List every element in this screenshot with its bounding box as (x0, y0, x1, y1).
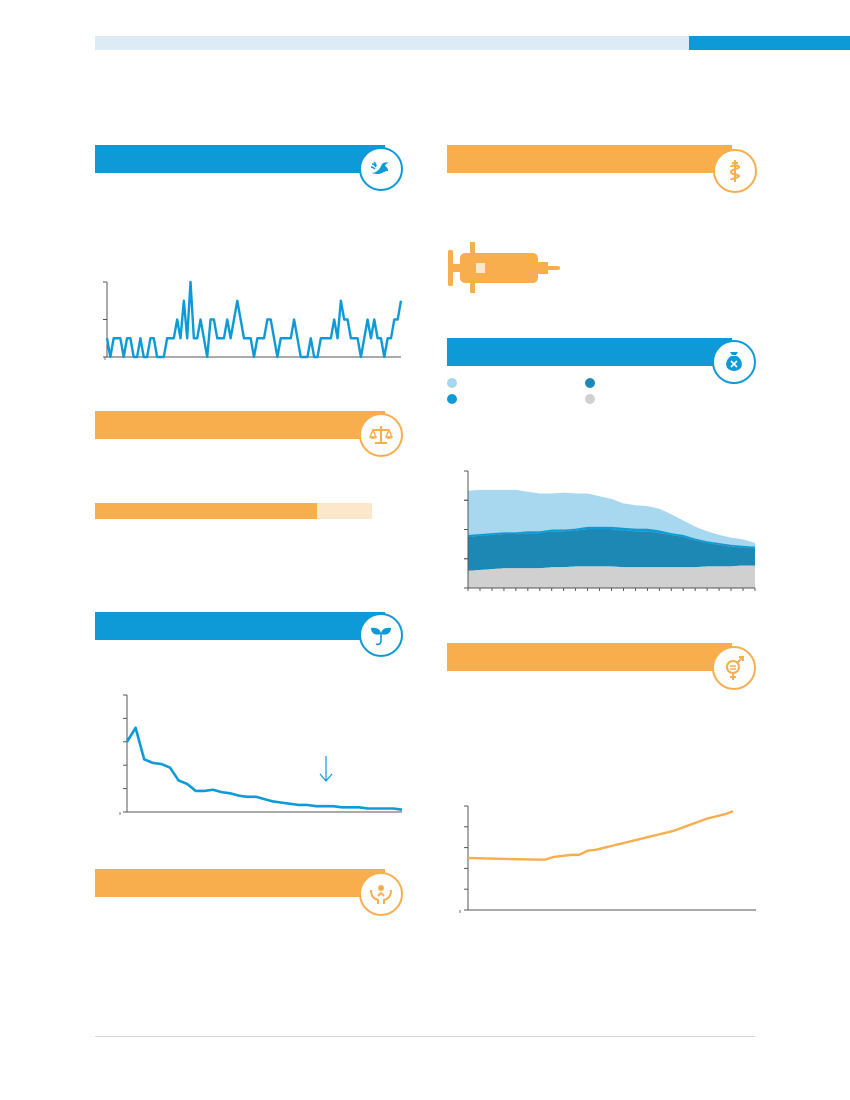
dove-icon (359, 147, 403, 191)
area-blue (468, 526, 755, 549)
down-arrow-icon (319, 756, 333, 782)
health-panel-header (447, 145, 732, 173)
legend-swatch-blue (447, 394, 457, 404)
gender-equality-icon (712, 646, 756, 690)
snake-staff-icon (713, 149, 757, 193)
series-line (467, 810, 734, 861)
poverty-panel-header (447, 338, 732, 366)
poverty-area-chart (464, 470, 756, 591)
area-light-blue (468, 489, 755, 547)
money-bag-icon (712, 340, 756, 384)
header-band-accent (689, 36, 850, 50)
header-band-light (95, 36, 689, 50)
syringe-icon (448, 242, 560, 293)
peace-panel-header (95, 145, 385, 173)
scales-icon (359, 413, 403, 457)
care-panel-header (95, 869, 385, 897)
emissions-line-chart (119, 694, 403, 815)
gender-line-chart (459, 805, 757, 913)
progress-fill (95, 503, 317, 519)
series-line (125, 726, 403, 811)
progress-track (95, 503, 372, 519)
peace-line-chart (103, 280, 403, 360)
justice-panel-header (95, 411, 385, 439)
area-dark-blue (468, 529, 755, 571)
footer-divider (95, 1036, 755, 1037)
legend-swatch-dark-blue (585, 378, 595, 388)
legend-swatch-light-blue (447, 378, 457, 388)
legend-swatch-grey (585, 394, 595, 404)
area-grey (468, 565, 755, 588)
environment-panel-header (95, 612, 385, 640)
gender-panel-header (447, 643, 732, 671)
hands-heart-icon (359, 872, 403, 916)
sprout-icon (359, 613, 403, 657)
series-line (105, 280, 403, 359)
